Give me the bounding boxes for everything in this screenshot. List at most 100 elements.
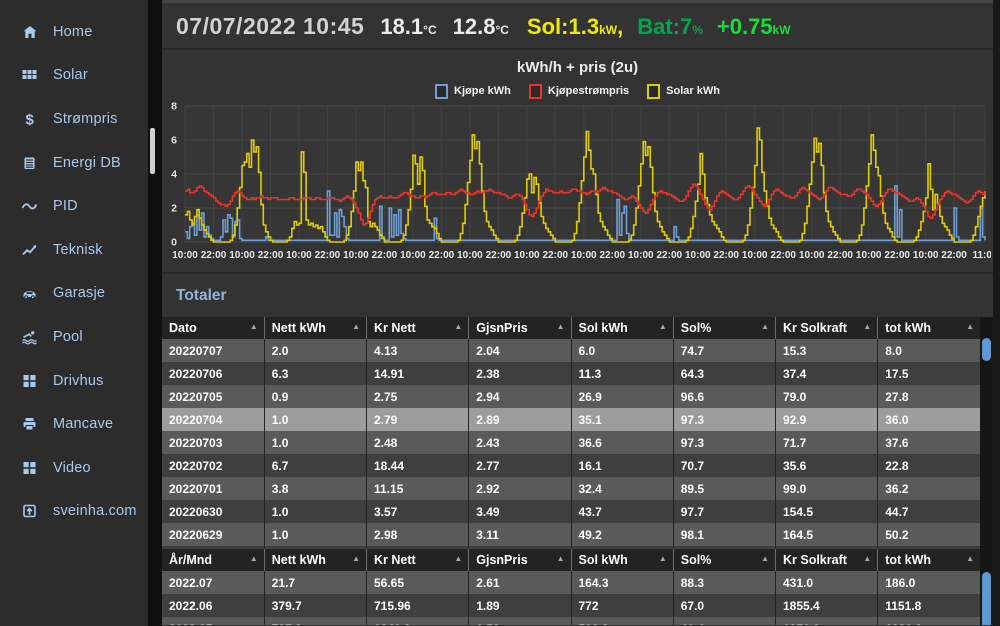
x-axis-tick-label: 10:00 [514,250,540,261]
x-axis-tick-label: 10:00 [343,250,369,261]
table-row[interactable]: 20220703 1.0 2.48 2.43 36.6 97.3 71.7 37.6 [162,431,980,454]
sidebar-item-mancave[interactable]: Mancave [0,402,148,446]
column-header-år-mnd[interactable]: År/Mnd ▲ [162,549,265,571]
table-cell: 40.4 [672,617,776,625]
table-cell: 3.49 [468,500,571,523]
table-cell: 1.0 [263,523,367,546]
table-row[interactable]: 2022.06 379.7 715.96 1.89 772 67.0 1855.4 1151.… [162,594,980,617]
table-cell: 2.89 [468,408,571,431]
column-header-nett-kwh[interactable]: Nett kWh ▲ [263,549,367,571]
x-axis-tick-label: 11:00 [972,250,991,261]
x-axis-tick-label: 10:00 [628,250,654,261]
table-cell: 20220701 [162,477,265,500]
sidebar-item-label: Garasje [53,285,106,302]
sidebar-item-garasje[interactable]: Garasje [0,272,148,316]
chart-legend: Kjøpe kWh Kjøpestrømpris Solar kWh [162,83,993,99]
sidebar-item-str-mpris[interactable]: $ Strømpris [0,97,148,141]
x-axis-tick-label: 10:00 [286,250,312,261]
sidebar-item-label: Video [53,459,91,476]
table-row[interactable]: 2022.07 21.7 56.65 2.61 164.3 88.3 431.0 186.0 [162,571,980,594]
column-header-kr-nett[interactable]: Kr Nett ▲ [365,549,469,571]
sidebar: Home Solar $ Strømpris Energi DB PID Teknisk Ga… [0,0,148,626]
table-cell: 2.92 [468,477,571,500]
table-cell: 20220702 [162,454,265,477]
table-row[interactable]: 20220704 1.0 2.79 2.89 35.1 97.3 92.9 36.0 [162,408,980,431]
sidebar-item-label: Drivhus [53,372,104,389]
table-cell: 0.9 [263,385,367,408]
home-icon [23,25,37,38]
sidebar-item-sveinha-com[interactable]: sveinha.com [0,490,148,534]
column-header-sol-kwh[interactable]: Sol kWh ▲ [570,549,674,571]
table-cell: 4.13 [365,339,469,362]
column-header-sol-kwh[interactable]: Sol kWh ▲ [570,317,674,339]
monthly-totals-table: År/Mnd ▲ Nett kWh ▲ Kr Nett ▲ GjsnPris ▲ Sol kWh… [162,549,980,625]
table-row[interactable]: 20220706 6.3 14.91 2.38 11.3 64.3 37.4 17.5 [162,362,980,385]
sidebar-item-label: Strømpris [53,110,118,127]
x-axis-tick-label: 22:00 [372,250,398,261]
x-axis-tick-label: 22:00 [884,250,910,261]
legend-swatch [528,83,542,99]
table-row[interactable]: 20220702 6.7 18.44 2.77 16.1 70.7 35.6 22.8 [162,454,980,477]
table-cell: 20220630 [162,500,265,523]
column-header-kr-nett[interactable]: Kr Nett ▲ [365,317,469,339]
sidebar-item-label: Home [53,23,93,40]
sort-asc-icon: ▲ [352,322,360,331]
sidebar-item-home[interactable]: Home [0,10,148,54]
table-row[interactable]: 20220705 0.9 2.75 2.94 26.9 96.6 79.0 27.8 [162,385,980,408]
table-cell: 16.1 [570,454,674,477]
y-axis-tick-label: 6 [171,135,177,147]
table-cell: 715.96 [365,594,469,617]
solar-icon [22,70,37,80]
second-temp: 12.8°C [452,13,509,39]
table-row[interactable]: 20220630 1.0 3.57 3.49 43.7 97.7 154.5 44.7 [162,500,980,523]
column-header-kr-solkraft[interactable]: Kr Solkraft ▲ [774,549,878,571]
x-axis-tick-label: 10:00 [799,250,825,261]
table-cell: 88.3 [672,571,776,594]
table-cell: 2.48 [365,431,469,454]
column-header-gjsnpris[interactable]: GjsnPris ▲ [468,317,571,339]
main-content: 07/07/2022 10:45 18.1°C 12.8°C Sol:1.3kW… [162,0,993,626]
legend-item-solar-kwh[interactable]: Solar kWh [647,83,720,99]
sort-asc-icon: ▲ [863,322,872,331]
legend-item-kj-pe-kwh[interactable]: Kjøpe kWh [435,83,511,99]
sidebar-item-energi-db[interactable]: Energi DB [0,141,148,185]
table-cell: 96.6 [672,385,776,408]
sidebar-item-pool[interactable]: Pool [0,315,148,359]
x-axis-tick-label: 22:00 [315,250,341,261]
table-cell: 4.7 [263,546,367,549]
column-header-tot-kwh[interactable]: tot kWh ▲ [877,549,980,571]
column-header-tot-kwh[interactable]: tot kWh ▲ [877,317,980,339]
column-header-kr-solkraft[interactable]: Kr Solkraft ▲ [774,317,878,339]
column-header-dato[interactable]: Dato ▲ [162,317,265,339]
table-cell: 79.0 [774,385,878,408]
sidebar-item-video[interactable]: Video [0,446,148,490]
sidebar-item-solar[interactable]: Solar [0,54,148,98]
x-axis-tick-label: 22:00 [941,250,967,261]
column-header-sol%[interactable]: Sol% ▲ [672,549,776,571]
table-cell: 1855.4 [774,594,878,617]
column-header-gjsnpris[interactable]: GjsnPris ▲ [468,549,571,571]
monthly-table-scrollbar-thumb[interactable] [982,572,991,625]
column-header-sol%[interactable]: Sol% ▲ [672,317,776,339]
sidebar-item-teknisk[interactable]: Teknisk [0,228,148,272]
daily-table-scrollbar-thumb[interactable] [982,338,991,361]
table-row[interactable]: 20220701 3.8 11.15 2.92 32.4 89.5 99.0 36.2 [162,477,980,500]
legend-item-kj-pestr-mpris[interactable]: Kjøpestrømpris [528,83,629,99]
table-cell: 20220703 [162,431,265,454]
surplus-power-label: +0.75kW [716,13,791,39]
sidebar-item-drivhus[interactable]: Drivhus [0,359,148,403]
x-axis-tick-label: 10:00 [457,250,483,261]
legend-swatch [435,83,449,99]
table-row[interactable]: 2022.05787.21240.21.58533.840.41071.2132… [162,617,980,625]
sidebar-scrollbar-thumb[interactable] [150,128,155,174]
sidebar-item-pid[interactable]: PID [0,184,148,228]
sort-asc-icon: ▲ [966,554,974,563]
table-row[interactable]: 20220629 1.0 2.98 3.11 49.2 98.1 164.5 50.2 [162,523,980,546]
table-cell: 36.6 [570,431,674,454]
table-row[interactable]: 20220707 2.0 4.13 2.04 6.0 74.7 15.3 8.0 [162,339,980,362]
column-header-nett-kwh[interactable]: Nett kWh ▲ [263,317,367,339]
table-cell: 56.65 [365,571,469,594]
table-cell: 164.3 [570,571,674,594]
table-row[interactable]: 202206284.712.772.7231.987.287.536.6 [162,546,980,549]
table-cell: 2.77 [468,454,571,477]
